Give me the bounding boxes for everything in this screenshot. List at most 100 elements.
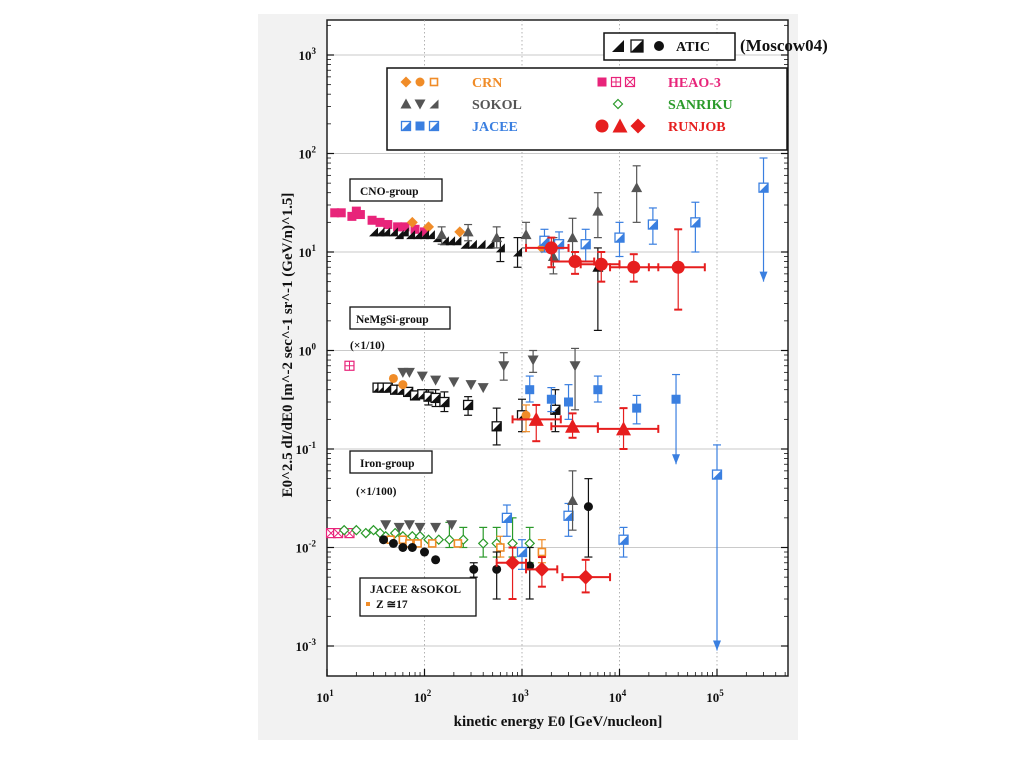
- data-point: [436, 229, 448, 240]
- data-point: [546, 394, 556, 404]
- data-point: [430, 375, 442, 386]
- legend-entry: SANRIKU: [612, 98, 733, 113]
- data-point: [578, 569, 594, 585]
- data-point: [616, 421, 632, 436]
- data-point: [465, 380, 477, 391]
- legend-symbol: [610, 76, 622, 88]
- data-point: [453, 539, 463, 548]
- data-point: [406, 230, 416, 240]
- data-point: [414, 522, 426, 533]
- data-point: [420, 547, 429, 557]
- data-point: [477, 538, 489, 549]
- data-point: [369, 227, 379, 237]
- legend-label: SOKOL: [472, 98, 522, 113]
- x-tick-label: 101: [316, 688, 334, 705]
- data-point: [498, 361, 510, 372]
- moscow-annotation: (Moscow04): [740, 36, 828, 55]
- z-marker-icon: [366, 602, 370, 606]
- series-sanriku-iron: [338, 517, 536, 564]
- series-atic: [369, 227, 523, 268]
- data-point: [567, 232, 579, 243]
- data-point: [569, 361, 581, 372]
- atic-legend: ATIC: [603, 32, 736, 61]
- series-jacee: [539, 157, 769, 282]
- data-point: [454, 226, 466, 238]
- atic-triangle-icon: [612, 40, 624, 52]
- iron-scale-text: (×1/100): [356, 486, 397, 498]
- x-tick-label: 102: [414, 688, 432, 705]
- data-point: [476, 239, 486, 249]
- y-tick-label: 103: [299, 46, 317, 63]
- data-point: [671, 394, 681, 404]
- jacee-sokol-box: [359, 577, 477, 617]
- series-sokol-iron-high: [567, 470, 579, 531]
- data-point: [398, 380, 408, 390]
- legend-entry: CRN: [400, 76, 502, 91]
- legend-symbol: [429, 99, 439, 109]
- legend-symbol: [624, 76, 636, 88]
- legend-symbol: [415, 121, 425, 131]
- legend-label: SANRIKU: [668, 98, 733, 113]
- data-point: [534, 561, 550, 577]
- data-point: [420, 227, 429, 237]
- legend-label: RUNJOB: [668, 120, 726, 135]
- data-point: [550, 404, 561, 415]
- upper-limit-arrow: [672, 454, 681, 465]
- data-point: [388, 538, 398, 548]
- data-point: [496, 543, 505, 552]
- y-tick-label: 10-3: [296, 637, 317, 654]
- atic-legend-box: [603, 32, 736, 61]
- data-point: [564, 397, 574, 407]
- data-point: [444, 534, 455, 546]
- legend-symbol: [400, 76, 412, 88]
- legend-entry: HEAO-3: [597, 76, 721, 91]
- legend-symbol: [595, 119, 609, 133]
- data-point: [367, 215, 377, 225]
- data-point: [393, 222, 403, 232]
- data-point: [383, 220, 393, 230]
- data-point: [711, 469, 723, 480]
- data-point: [594, 257, 608, 271]
- data-point: [477, 383, 489, 394]
- data-point: [413, 230, 423, 240]
- series-heao-3-nemgsi: [344, 360, 355, 371]
- legend-label: JACEE: [472, 120, 518, 135]
- data-point: [344, 360, 355, 371]
- legend-symbol: [400, 120, 412, 132]
- data-point: [423, 221, 435, 233]
- legend-symbol: [415, 77, 425, 87]
- x-axis-label: kinetic energy E0 [GeV/nucleon]: [454, 714, 663, 730]
- jacee-sokol-label: JACEE &SOKOL Z ≅17: [359, 577, 477, 617]
- data-point: [425, 230, 435, 240]
- data-point: [583, 502, 593, 512]
- cno-group-box: [349, 178, 443, 202]
- data-point: [592, 205, 604, 216]
- legend-symbol: [612, 118, 628, 133]
- series-jacee-iron: [501, 444, 723, 651]
- nemgsi-scale-text: (×1/10): [350, 340, 385, 352]
- data-point: [627, 260, 641, 274]
- data-point: [430, 392, 441, 404]
- x-tick-label: 104: [609, 688, 627, 705]
- data-point: [516, 546, 528, 558]
- data-point: [410, 224, 420, 234]
- data-point: [336, 208, 346, 218]
- atic-legend-label: ATIC: [676, 40, 710, 55]
- series-sokol-iron: [380, 520, 458, 533]
- nemgsi-group-label: NeMgSi-group: [349, 306, 451, 330]
- iron-group-label: Iron-group: [349, 450, 433, 474]
- y-tick-label: 10-1: [296, 440, 317, 457]
- series-runjob-nemgsi: [511, 403, 660, 450]
- data-point: [525, 561, 535, 571]
- data-point: [462, 399, 474, 411]
- data-point: [381, 227, 391, 237]
- data-point: [491, 421, 502, 432]
- legend-symbol: [612, 98, 624, 110]
- legend-entry: RUNJOB: [595, 118, 726, 135]
- legend-box: [386, 67, 788, 151]
- data-point: [593, 385, 603, 395]
- legend-symbol: [400, 98, 412, 109]
- data-point: [400, 222, 410, 232]
- data-point: [446, 236, 456, 246]
- data-point: [398, 543, 408, 552]
